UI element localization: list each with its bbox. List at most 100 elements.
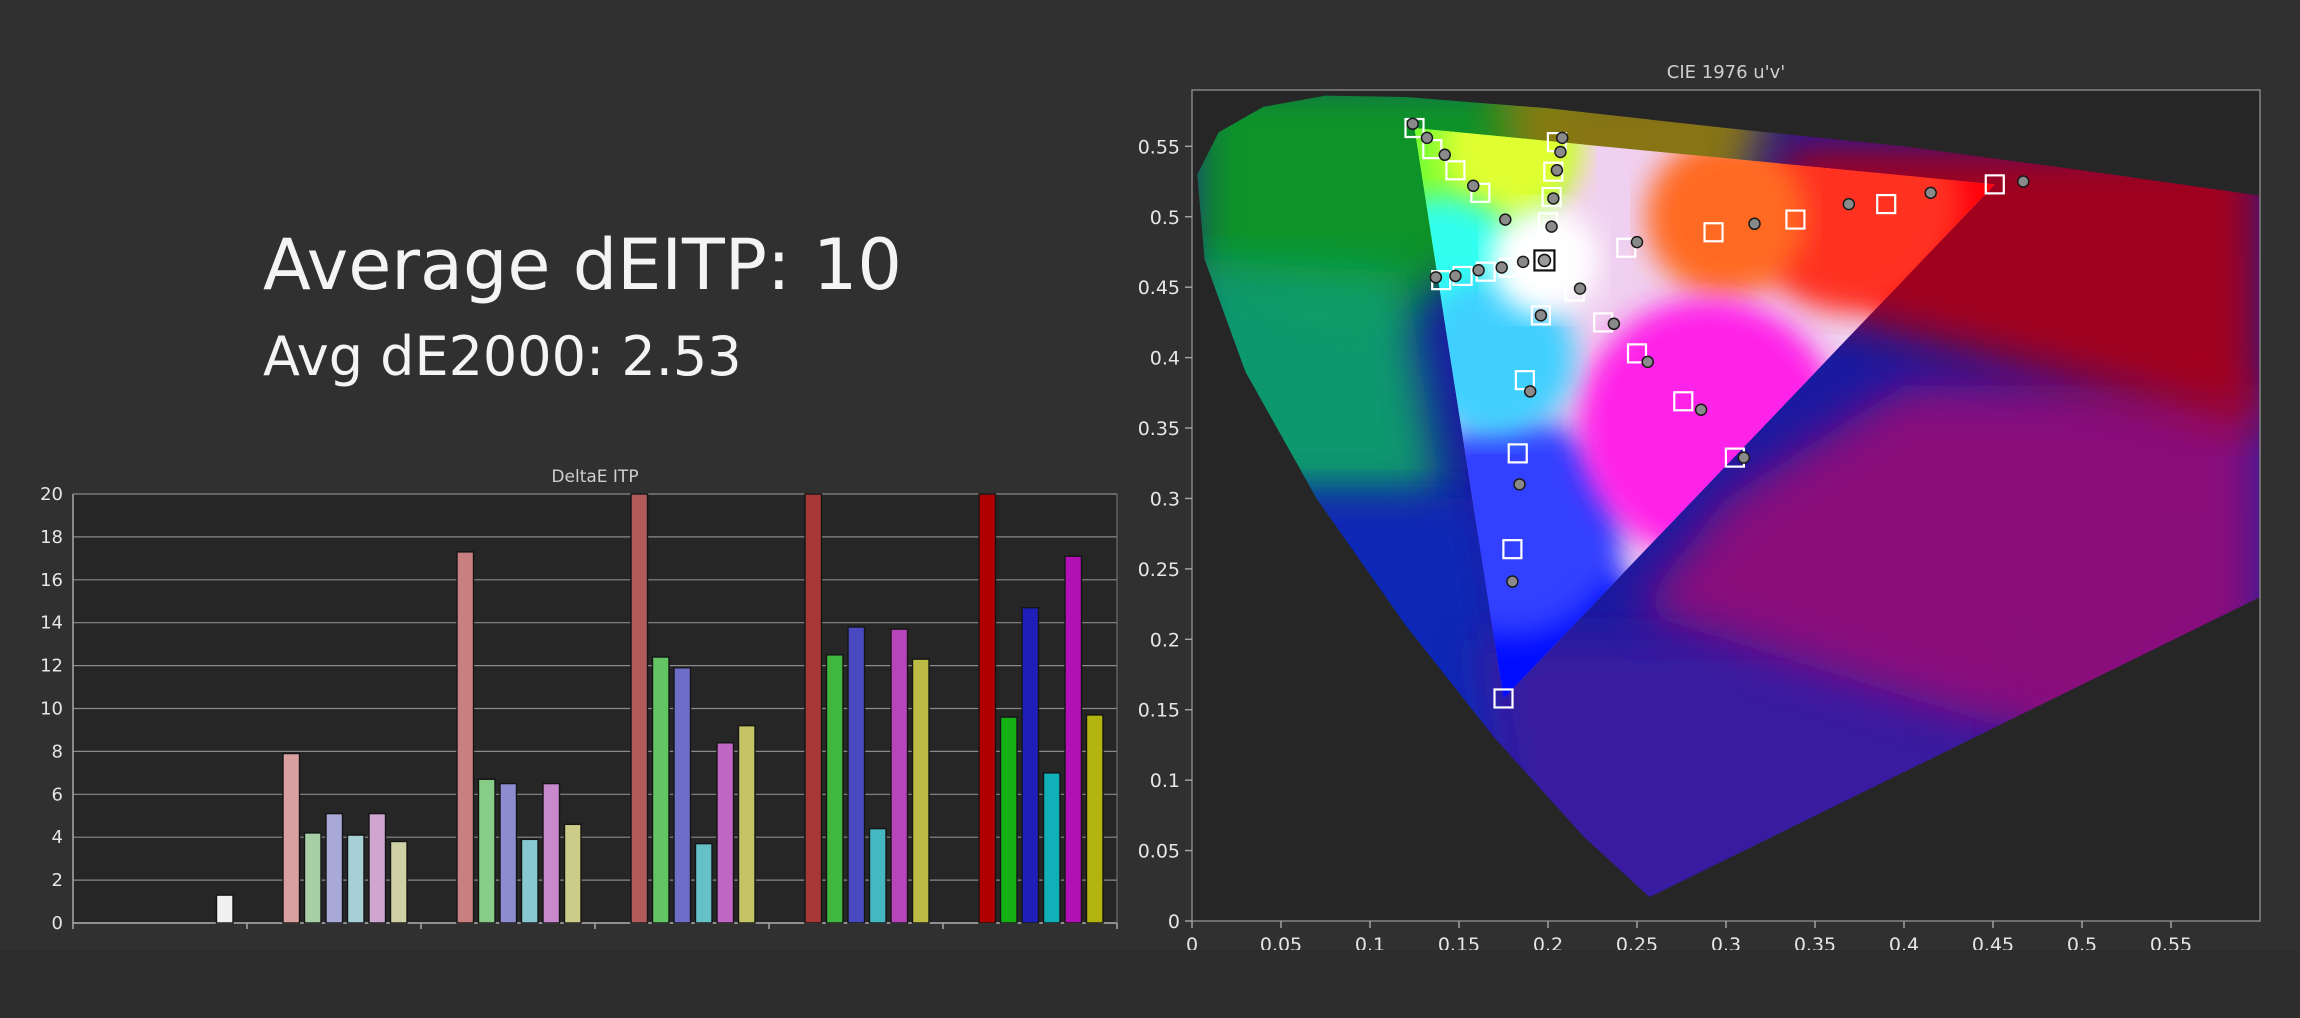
- bar: [804, 493, 823, 924]
- target-square: [1530, 305, 1551, 326]
- locus-color-region: [1637, 385, 2260, 752]
- bar: [215, 894, 234, 924]
- cie-y-tick-label: 0.15: [1138, 700, 1180, 722]
- bar: [868, 827, 887, 924]
- bar: [389, 840, 408, 924]
- measured-point: [1737, 451, 1751, 464]
- cie-x-tick-label: 0.15: [1438, 934, 1480, 955]
- measured-point: [1842, 197, 1856, 211]
- cie-x-tick-label: 0.35: [1794, 934, 1836, 955]
- measured-point: [1554, 145, 1567, 159]
- bar: [716, 742, 735, 924]
- measured-points: [1406, 117, 2030, 588]
- bar-y-tick-label: 18: [40, 527, 63, 548]
- measured-point: [1545, 220, 1558, 233]
- cie-x-tick-label: 0.4: [1889, 934, 1919, 955]
- avg-de2000-label: Avg dE2000: 2.53: [263, 325, 742, 388]
- measured-point: [2017, 175, 2030, 188]
- cie-x-tick-label: 0.55: [2150, 934, 2192, 955]
- deltae-itp-bar-chart: DeltaE ITP0246810121416182010020%40%60%8…: [40, 467, 1118, 932]
- average-deitp-label: Average dEITP: 10: [263, 224, 902, 306]
- measured-point: [1573, 282, 1587, 295]
- chromaticity-diagram: [1197, 95, 2260, 898]
- measured-point: [1630, 235, 1644, 249]
- target-square: [1507, 443, 1528, 464]
- bar: [978, 493, 997, 924]
- bar-y-tick-label: 4: [52, 827, 63, 848]
- bar: [456, 551, 475, 924]
- cie-y-tick-label: 0.5: [1150, 207, 1180, 229]
- cie-y-tick-label: 0.55: [1138, 136, 1180, 158]
- bar-chart-title: DeltaE ITP: [551, 467, 638, 487]
- measured-point: [1641, 355, 1654, 369]
- bar-y-tick-label: 6: [52, 784, 63, 805]
- bar: [737, 724, 756, 924]
- measured-point: [1547, 192, 1560, 205]
- bar: [847, 626, 866, 924]
- target-square: [1876, 193, 1897, 215]
- measured-point: [1534, 309, 1548, 322]
- target-square: [1493, 688, 1514, 709]
- bar-y-tick-label: 14: [40, 613, 63, 634]
- measured-point: [1429, 271, 1443, 284]
- white-point-measured: [1537, 253, 1552, 268]
- target-markers: [1404, 117, 2005, 709]
- cie-y-tick-label: 0.35: [1138, 418, 1180, 440]
- bar-y-tick-label: 12: [40, 656, 63, 677]
- measured-point: [1438, 148, 1452, 162]
- measured-point: [1506, 575, 1519, 588]
- cie-y-tick-label: 0.4: [1150, 348, 1180, 370]
- bar: [1085, 714, 1104, 924]
- cie-1976-chromaticity-chart: CIE 1976 u'v' 0 0.05 0.1 0.15 0.2 0.25 0.3 0.35 0…: [1138, 62, 2261, 955]
- measured-point: [1694, 403, 1708, 416]
- gamut-color-blob: [1646, 136, 1806, 297]
- measured-point: [1555, 131, 1569, 145]
- bar: [1021, 606, 1040, 924]
- bar-y-tick-label: 0: [52, 913, 63, 932]
- bar: [651, 656, 670, 924]
- bar: [346, 834, 365, 924]
- measured-point: [1495, 261, 1508, 274]
- cie-x-tick-label: 0.3: [1711, 934, 1741, 955]
- target-square: [1984, 174, 2005, 195]
- measured-point: [1420, 131, 1434, 145]
- measured-point: [1523, 385, 1537, 398]
- cie-y-tick-label: 0.25: [1138, 559, 1180, 581]
- target-square: [1673, 391, 1694, 412]
- white-point-target: [1533, 249, 1556, 272]
- bar: [563, 823, 582, 924]
- cie-x-tick-label: 0.45: [1972, 934, 2014, 955]
- bar: [520, 838, 539, 924]
- bar: [673, 667, 692, 924]
- cie-y-tick-label: 0.3: [1150, 488, 1180, 510]
- target-square: [1502, 539, 1523, 560]
- measured-point: [1466, 179, 1480, 193]
- cie-x-tick-label: 0.2: [1533, 934, 1563, 955]
- measured-point: [1550, 164, 1564, 177]
- cie-y-tick-label: 0.2: [1150, 629, 1180, 651]
- bar: [911, 658, 930, 924]
- bar: [477, 778, 496, 924]
- cie-x-tick-label: 0: [1186, 934, 1198, 955]
- bar: [499, 782, 518, 924]
- measured-point: [1449, 269, 1462, 283]
- bar: [325, 812, 344, 924]
- cie-x-tick-label: 0.5: [2067, 934, 2097, 955]
- measured-point: [1513, 478, 1526, 491]
- measured-point: [1748, 217, 1761, 231]
- bar: [368, 812, 387, 924]
- bottom-band: [0, 950, 2300, 1018]
- target-square: [1785, 209, 1806, 230]
- target-square: [1445, 160, 1466, 181]
- target-square: [1626, 343, 1648, 364]
- cie-y-tick-label: 0.05: [1138, 841, 1180, 863]
- bar: [1042, 772, 1061, 924]
- target-square: [1703, 222, 1724, 243]
- cie-x-tick-label: 0.1: [1355, 934, 1385, 955]
- measured-point: [1516, 255, 1530, 269]
- bar-y-tick-label: 16: [40, 570, 63, 591]
- cie-x-tick-label: 0.05: [1260, 934, 1302, 955]
- cie-y-tick-label: 0: [1168, 911, 1180, 933]
- target-square: [1541, 186, 1562, 208]
